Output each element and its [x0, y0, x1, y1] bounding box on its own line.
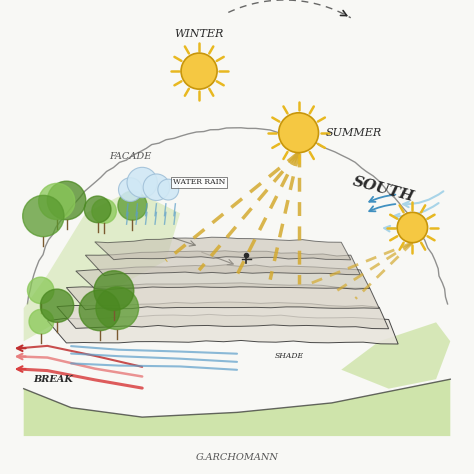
Polygon shape [47, 314, 398, 344]
Circle shape [118, 191, 147, 220]
Circle shape [84, 196, 111, 223]
Text: G.ARCHOMANN: G.ARCHOMANN [196, 453, 278, 462]
Circle shape [79, 290, 120, 331]
Circle shape [40, 289, 73, 322]
Polygon shape [95, 237, 351, 260]
Text: SUMMER: SUMMER [326, 128, 382, 138]
Circle shape [47, 181, 86, 219]
Polygon shape [341, 322, 450, 389]
Circle shape [118, 178, 142, 201]
Text: WINTER: WINTER [174, 29, 224, 39]
Circle shape [181, 53, 217, 89]
Circle shape [27, 277, 54, 303]
Polygon shape [76, 265, 370, 290]
Circle shape [29, 309, 54, 334]
Polygon shape [85, 251, 360, 275]
Circle shape [127, 167, 157, 198]
Polygon shape [66, 283, 379, 310]
Circle shape [279, 113, 319, 153]
Text: BREAK: BREAK [33, 375, 73, 383]
Circle shape [96, 287, 138, 329]
Circle shape [94, 271, 134, 310]
Text: SHADE: SHADE [275, 352, 304, 359]
Circle shape [92, 199, 116, 223]
Polygon shape [24, 379, 450, 436]
Circle shape [143, 174, 170, 201]
Polygon shape [57, 302, 389, 329]
Circle shape [158, 179, 179, 200]
Circle shape [397, 212, 428, 243]
Text: WATER RAIN: WATER RAIN [173, 179, 225, 186]
Text: SOUTH: SOUTH [351, 174, 416, 205]
Polygon shape [24, 190, 180, 341]
Circle shape [23, 195, 64, 237]
Text: FACADE: FACADE [109, 152, 151, 161]
Circle shape [39, 183, 75, 219]
